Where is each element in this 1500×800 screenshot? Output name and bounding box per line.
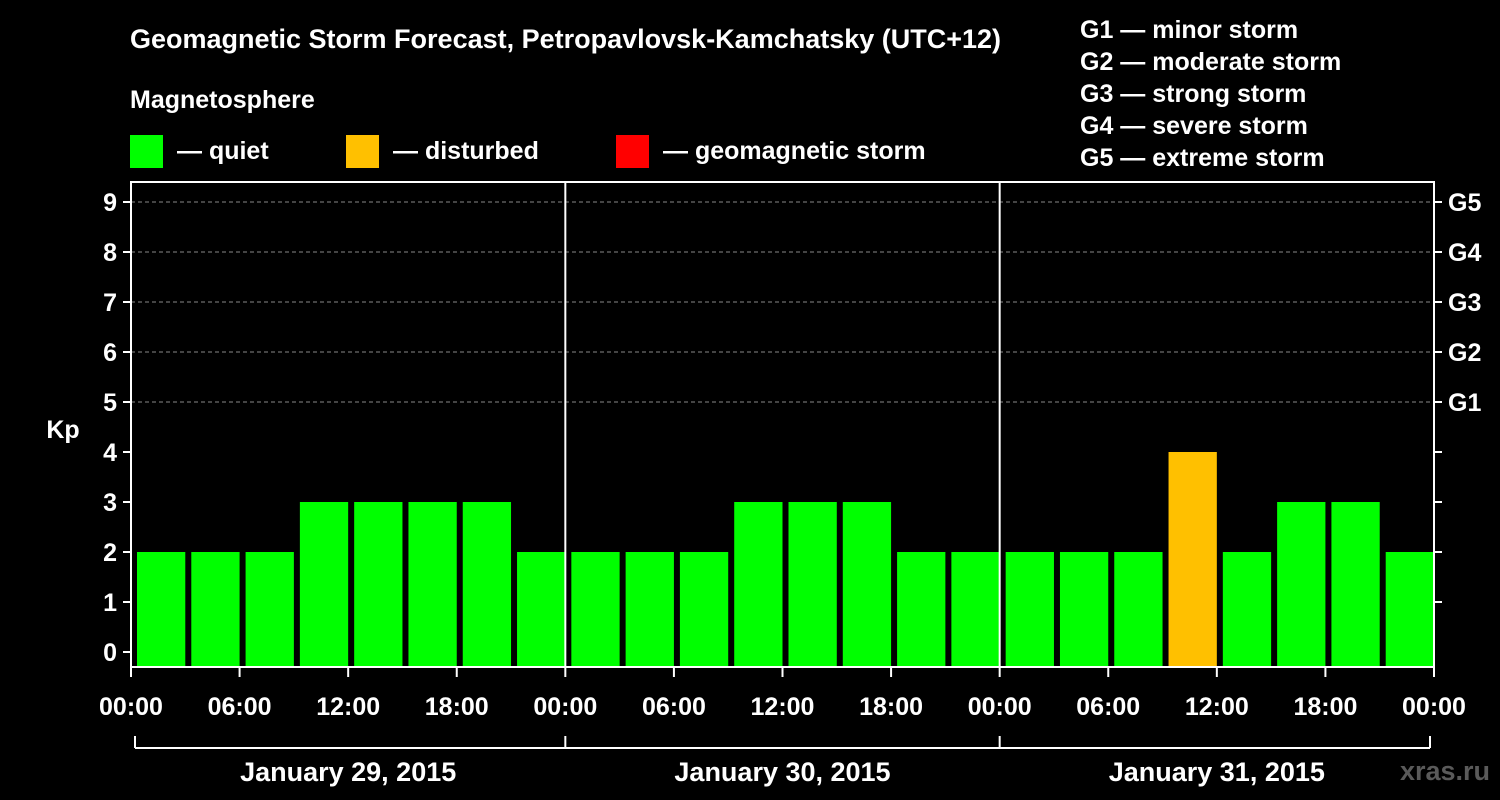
legend-label-quiet: — quiet <box>177 136 269 165</box>
x-tick-label-8: 00:00 <box>968 693 1032 721</box>
day-label-2: January 31, 2015 <box>1109 757 1325 787</box>
x-tick-label-12: 00:00 <box>1402 693 1466 721</box>
storm-scale-g1: G1 — minor storm <box>1080 16 1299 44</box>
x-tick-label-4: 00:00 <box>533 693 597 721</box>
legend-item-disturbed: — disturbed <box>346 134 539 168</box>
bar-17 <box>1059 552 1109 667</box>
bar-19 <box>1168 452 1217 667</box>
y-tick-label-0: 0 <box>103 639 117 667</box>
y-tick-label-1: 1 <box>103 589 117 617</box>
legend-label-storm: — geomagnetic storm <box>663 136 926 165</box>
x-tick-label-6: 12:00 <box>751 693 815 721</box>
x-tick-label-9: 06:00 <box>1076 693 1140 721</box>
legend-heading: Magnetosphere <box>130 86 315 114</box>
bar-21 <box>1277 502 1326 667</box>
storm-scale-g4: G4 — severe storm <box>1080 112 1308 140</box>
storm-scale-g5: G5 — extreme storm <box>1080 144 1325 172</box>
x-tick-label-0: 00:00 <box>99 693 163 721</box>
bar-23 <box>1385 552 1434 667</box>
right-tick-label-G5: G5 <box>1448 189 1481 217</box>
bar-13 <box>842 502 892 667</box>
y-tick-label-5: 5 <box>103 389 117 417</box>
storm-scale-g2: G2 — moderate storm <box>1080 48 1342 76</box>
storm-scale-g3: G3 — strong storm <box>1080 80 1307 108</box>
bar-10 <box>679 552 729 667</box>
right-tick-label-G2: G2 <box>1448 339 1481 367</box>
storm-scale-legend: G1 — minor storm G2 — moderate storm G3 … <box>1080 14 1341 174</box>
x-tick-label-7: 18:00 <box>859 693 923 721</box>
right-tick-label-G3: G3 <box>1448 289 1481 317</box>
bar-16 <box>1005 552 1054 667</box>
bar-7 <box>517 552 566 667</box>
day-label-0: January 29, 2015 <box>240 757 456 787</box>
right-tick-label-G4: G4 <box>1448 239 1481 267</box>
y-tick-label-9: 9 <box>103 189 117 217</box>
bar-11 <box>734 502 783 667</box>
legend-swatch-quiet <box>130 134 163 168</box>
x-tick-label-3: 18:00 <box>425 693 489 721</box>
bar-5 <box>408 502 457 667</box>
bar-15 <box>951 552 1000 667</box>
bar-6 <box>462 502 512 667</box>
bar-8 <box>571 552 620 667</box>
legend-item-quiet: — quiet <box>130 134 269 168</box>
y-tick-label-2: 2 <box>103 539 117 567</box>
bar-1 <box>191 552 240 667</box>
legend-swatch-disturbed <box>346 134 379 168</box>
bar-9 <box>625 552 674 667</box>
y-tick-label-6: 6 <box>103 339 117 367</box>
bar-2 <box>245 552 294 667</box>
bar-18 <box>1114 552 1163 667</box>
legend-item-storm: — geomagnetic storm <box>616 134 926 168</box>
x-tick-label-10: 12:00 <box>1185 693 1249 721</box>
chart-title: Geomagnetic Storm Forecast, Petropavlovs… <box>130 24 1002 54</box>
y-tick-label-4: 4 <box>103 439 117 467</box>
y-tick-label-8: 8 <box>103 239 117 267</box>
bar-0 <box>137 552 186 667</box>
y-axis-label: Kp <box>46 416 79 444</box>
watermark: xras.ru <box>1399 756 1490 786</box>
bar-20 <box>1222 552 1272 667</box>
y-tick-label-7: 7 <box>103 289 117 317</box>
x-tick-label-11: 18:00 <box>1293 693 1357 721</box>
day-label-1: January 30, 2015 <box>674 757 890 787</box>
bar-3 <box>299 502 349 667</box>
bar-12 <box>788 502 837 667</box>
bar-4 <box>354 502 403 667</box>
right-tick-label-G1: G1 <box>1448 389 1481 417</box>
x-tick-label-5: 06:00 <box>642 693 706 721</box>
bar-22 <box>1331 502 1380 667</box>
legend-swatch-storm <box>616 134 649 168</box>
x-tick-label-1: 06:00 <box>208 693 272 721</box>
y-tick-label-3: 3 <box>103 489 117 517</box>
x-tick-label-2: 12:00 <box>316 693 380 721</box>
bar-14 <box>897 552 946 667</box>
legend-label-disturbed: — disturbed <box>393 136 539 165</box>
